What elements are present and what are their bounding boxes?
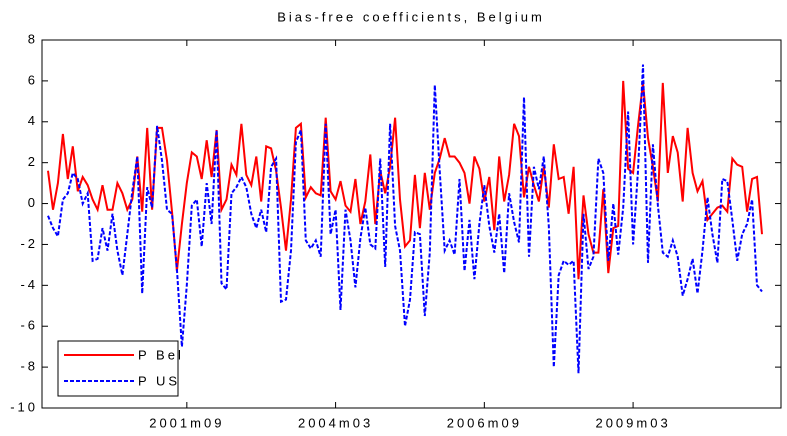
y-tick-label: -4	[20, 277, 38, 292]
y-tick-label: -2	[20, 236, 38, 251]
legend-label: P Bel	[138, 347, 184, 362]
y-tick-label: -8	[20, 359, 38, 374]
x-tick-label: 2001m09	[149, 415, 224, 430]
x-tick-label: 2004m03	[298, 415, 373, 430]
legend-box	[57, 340, 179, 397]
plot-frame	[41, 39, 782, 409]
series-line	[47, 64, 763, 374]
y-tick-label: -6	[20, 318, 38, 333]
x-tick-label: 2009m03	[595, 415, 670, 430]
y-tick-label: -10	[10, 399, 38, 414]
y-tick-label: 0	[28, 195, 38, 210]
y-tick-label: 2	[28, 154, 38, 169]
y-tick-label: 4	[28, 113, 38, 128]
y-tick-label: 8	[28, 31, 38, 46]
x-tick-label: 2006m09	[447, 415, 522, 430]
y-tick-label: 6	[28, 72, 38, 87]
chart-title: Bias-free coefficients, Belgium	[277, 9, 545, 24]
legend-label: P US	[138, 373, 180, 388]
